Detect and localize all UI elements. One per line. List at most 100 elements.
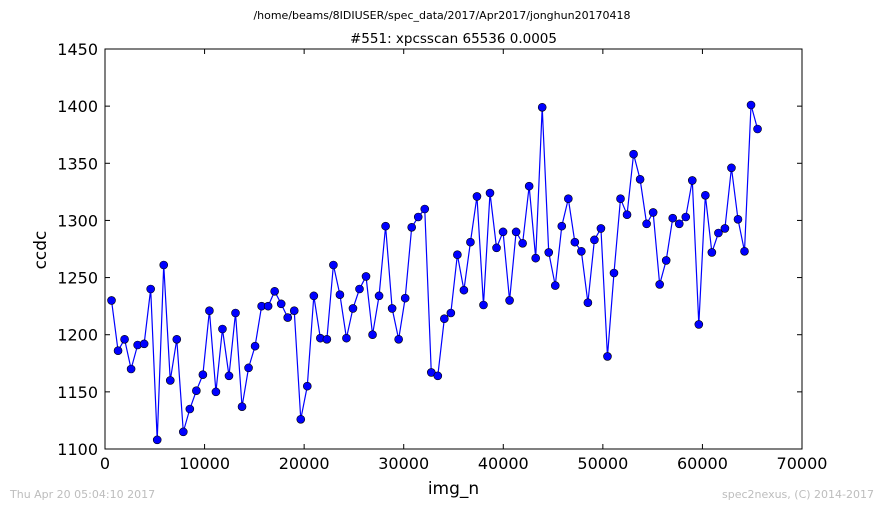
x-tick-label: 40000 <box>478 454 529 473</box>
x-axis: 0 10000 20000 30000 40000 50000 60000 70000 <box>100 49 828 473</box>
data-point <box>694 320 704 329</box>
data-point <box>413 212 423 222</box>
data-point <box>113 346 123 356</box>
x-tick-label: 60000 <box>677 454 728 473</box>
data-point <box>179 427 188 437</box>
data-point <box>544 248 554 257</box>
data-point <box>381 221 390 231</box>
y-tick-label: 1200 <box>57 326 98 345</box>
data-point <box>250 341 260 351</box>
data-point <box>283 313 293 322</box>
data-point <box>668 213 678 223</box>
data-point <box>687 176 697 185</box>
data-point <box>609 268 619 278</box>
x-tick-label: 20000 <box>279 454 330 473</box>
data-point <box>172 334 182 344</box>
data-point <box>218 324 227 334</box>
data-point <box>511 227 521 237</box>
x-tick-label: 70000 <box>777 454 828 473</box>
y-tick-label: 1150 <box>57 383 98 402</box>
data-point <box>348 304 358 313</box>
x-tick-label: 30000 <box>378 454 429 473</box>
data-point <box>446 308 456 318</box>
data-point <box>622 210 632 220</box>
data-point <box>531 253 540 263</box>
data-point <box>498 227 508 237</box>
data-point <box>244 363 253 373</box>
data-point <box>727 163 736 173</box>
data-point <box>557 221 567 231</box>
data-point <box>485 188 495 198</box>
plot-marks <box>107 100 762 445</box>
data-point <box>616 194 625 204</box>
data-point <box>492 243 501 253</box>
data-point <box>518 238 527 248</box>
data-point <box>296 414 306 424</box>
data-point <box>746 100 756 110</box>
data-point <box>707 248 717 257</box>
data-point <box>648 208 658 217</box>
data-point <box>583 298 593 308</box>
data-point <box>165 376 175 385</box>
data-point <box>361 272 371 281</box>
y-axis: 1100 1150 1200 1250 1300 1350 1400 1450 <box>57 40 802 459</box>
data-point <box>263 301 273 311</box>
x-axis-label: img_n <box>428 479 479 499</box>
data-point <box>681 212 691 222</box>
data-point <box>355 284 364 294</box>
credit-footer: spec2nexus, (C) 2014-2017 <box>722 488 874 501</box>
data-point <box>185 404 195 414</box>
data-point <box>466 237 475 247</box>
y-tick-label: 1100 <box>57 440 98 459</box>
data-point <box>440 314 449 324</box>
data-point <box>198 370 208 380</box>
data-point <box>400 293 410 303</box>
x-tick-label: 10000 <box>179 454 230 473</box>
data-point <box>270 286 279 296</box>
timestamp-footer: Thu Apr 20 05:04:10 2017 <box>10 488 156 501</box>
data-point <box>537 102 547 112</box>
y-tick-label: 1350 <box>57 154 98 173</box>
data-point <box>661 256 671 265</box>
data-point <box>139 339 149 349</box>
data-point <box>224 371 234 381</box>
data-point <box>192 386 201 396</box>
data-point <box>387 304 397 313</box>
data-point <box>590 235 599 245</box>
data-point <box>472 192 482 201</box>
data-point <box>368 330 377 340</box>
data-point <box>479 300 488 310</box>
data-point <box>629 149 638 159</box>
data-point <box>276 299 286 309</box>
data-point <box>302 381 312 391</box>
data-point <box>753 124 762 134</box>
x-tick-label: 0 <box>100 454 110 473</box>
y-tick-label: 1300 <box>57 211 98 230</box>
y-axis-label: ccdc <box>31 231 51 270</box>
data-point <box>701 190 710 200</box>
data-point <box>152 435 162 445</box>
data-point <box>564 194 573 204</box>
data-point <box>107 296 116 305</box>
data-point <box>159 260 169 270</box>
data-point <box>720 224 730 233</box>
data-point <box>505 296 514 305</box>
data-point <box>524 181 534 191</box>
y-tick-label: 1400 <box>57 97 98 116</box>
plot-frame <box>104 48 803 450</box>
y-tick-label: 1450 <box>57 40 98 59</box>
data-point <box>407 222 417 232</box>
data-point <box>335 290 345 300</box>
data-point <box>550 281 560 290</box>
data-point <box>740 246 749 256</box>
data-point <box>231 308 240 318</box>
data-point <box>433 371 443 381</box>
chart-title: #551: xpcsscan 65536 0.0005 <box>350 31 557 47</box>
data-point <box>453 250 462 260</box>
data-point <box>342 333 351 343</box>
data-point <box>577 246 586 256</box>
x-tick-label: 50000 <box>577 454 628 473</box>
data-point <box>146 284 155 294</box>
data-point <box>329 260 338 270</box>
data-point <box>126 364 136 374</box>
